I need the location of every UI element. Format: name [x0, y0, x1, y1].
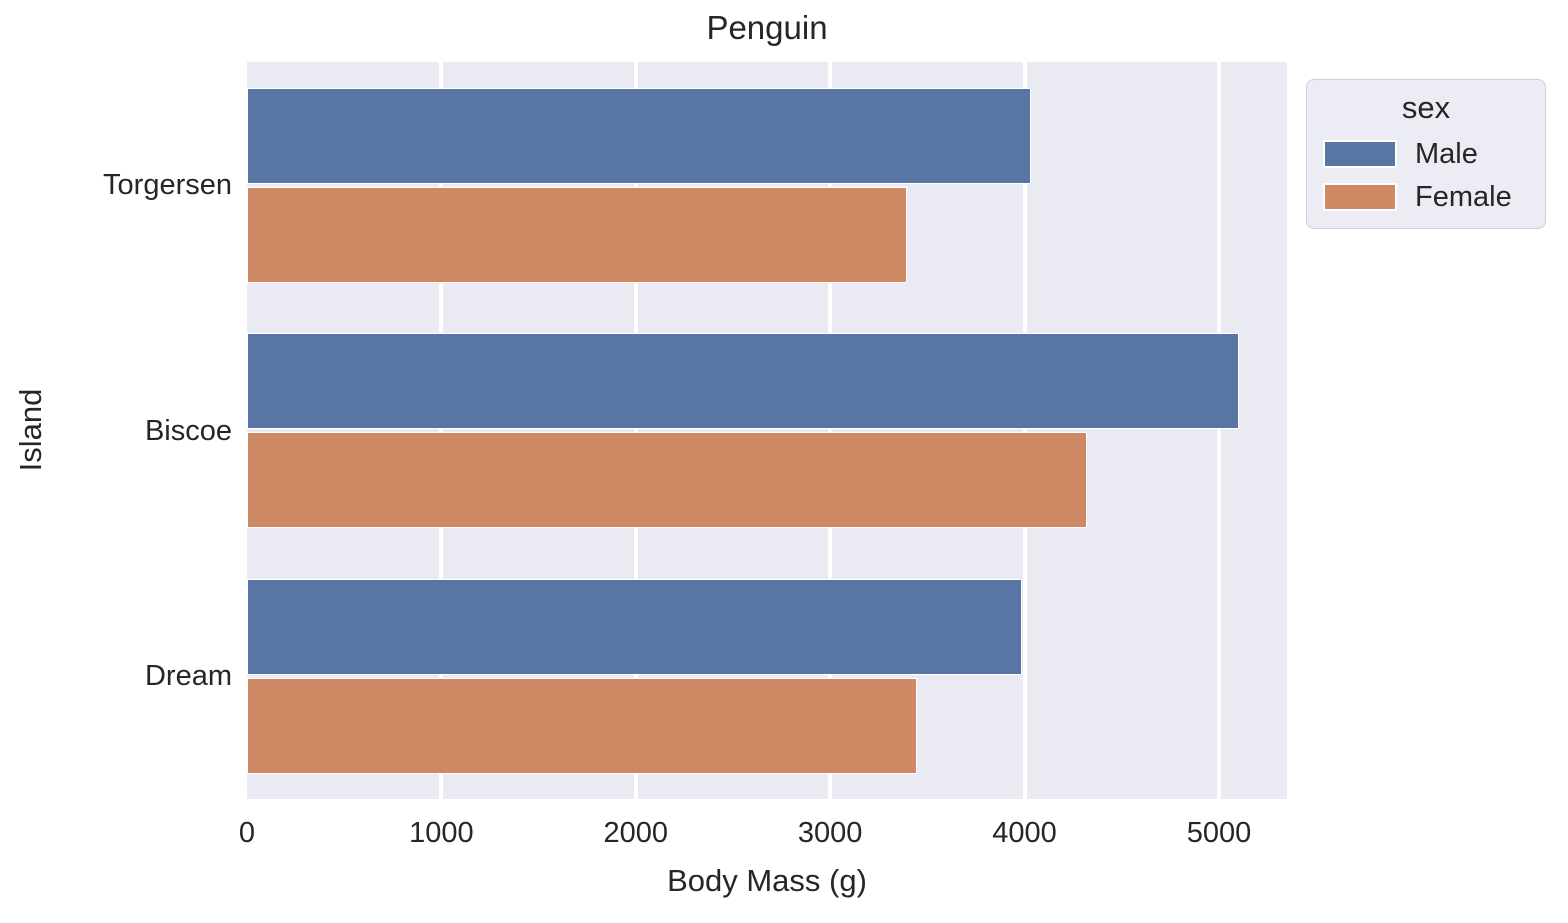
gridline-x-3000: [828, 62, 833, 799]
x-axis-label: Body Mass (g): [667, 863, 867, 898]
legend-label-female: Female: [1415, 181, 1512, 213]
plot-area: [247, 62, 1287, 799]
legend-title: sex: [1401, 90, 1451, 125]
x-tick-label-2000: 2000: [603, 817, 669, 849]
bar-group-torgersen: [247, 62, 1287, 308]
bar-dream-female: [247, 678, 917, 775]
y-axis-tick-labels: Torgersen Biscoe Dream: [0, 62, 232, 799]
x-axis-tick-labels: 0 1000 2000 3000 4000 5000: [239, 799, 1287, 859]
bar-torgersen-male: [247, 87, 1032, 184]
y-tick-label-torgersen: Torgersen: [103, 168, 232, 201]
gridline-x-1000: [439, 62, 444, 799]
y-tick-label-biscoe: Biscoe: [144, 414, 232, 447]
legend-swatch-female: [1323, 183, 1397, 211]
x-tick-label-0: 0: [238, 817, 256, 849]
y-tick-label-dream: Dream: [144, 660, 232, 693]
bar-group-biscoe: [247, 308, 1287, 554]
legend-swatch-male: [1323, 140, 1397, 168]
bar-dream-male: [247, 579, 1023, 676]
gridline-x-5000: [1216, 62, 1221, 799]
x-tick-label-5000: 5000: [1186, 817, 1252, 849]
x-tick-label-1000: 1000: [409, 817, 474, 849]
bar-torgersen-female: [247, 186, 908, 283]
gridline-x-2000: [633, 62, 638, 799]
legend: sex Male Female: [1306, 79, 1546, 229]
legend-rows: Male Female: [1307, 137, 1545, 214]
bar-biscoe-female: [247, 432, 1087, 529]
y-axis-label: Island: [13, 388, 48, 472]
gridline-x-4000: [1022, 62, 1027, 799]
legend-item-male: Male: [1307, 137, 1545, 171]
bar-group-dream: [247, 553, 1287, 799]
x-tick-label-3000: 3000: [797, 817, 863, 849]
chart-title: Penguin: [706, 9, 828, 46]
x-tick-label-4000: 4000: [992, 817, 1057, 849]
legend-label-male: Male: [1415, 138, 1478, 170]
legend-item-female: Female: [1307, 180, 1545, 214]
bar-biscoe-male: [247, 333, 1240, 430]
